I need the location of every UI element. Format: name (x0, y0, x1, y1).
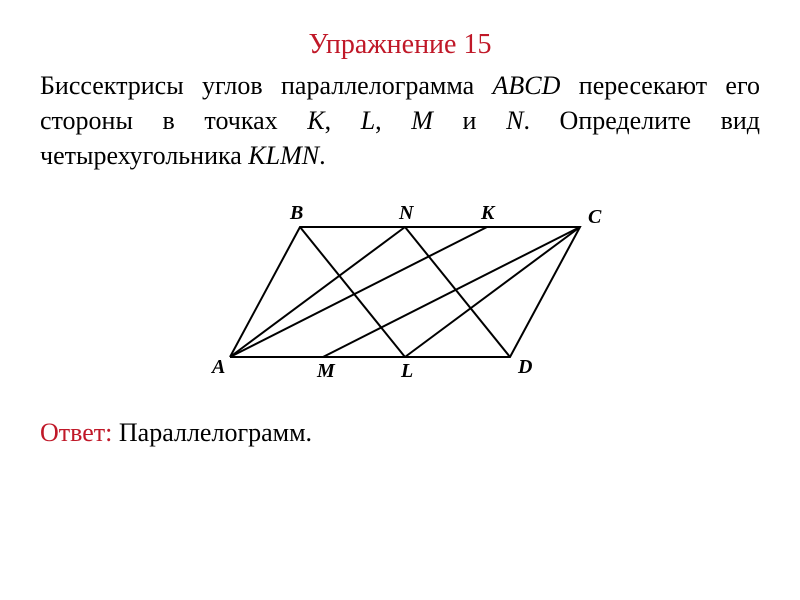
problem-text: Биссектрисы углов параллелограмма ABCD п… (40, 68, 760, 173)
answer-label: Ответ: (40, 418, 119, 447)
svg-text:B: B (289, 202, 303, 224)
p0: Биссектрисы углов параллелограмма (40, 71, 493, 100)
p5: L (361, 106, 375, 135)
p11: KLMN (248, 141, 319, 170)
p8: и (433, 106, 506, 135)
p3: K (307, 106, 324, 135)
p1: ABCD (493, 71, 561, 100)
p4: , (325, 106, 361, 135)
svg-text:C: C (588, 206, 602, 228)
answer-value: Параллелограмм. (119, 418, 312, 447)
p6: , (375, 106, 411, 135)
svg-text:L: L (400, 360, 413, 382)
svg-text:A: A (210, 356, 225, 378)
svg-text:D: D (517, 356, 532, 378)
answer-line: Ответ: Параллелограмм. (40, 415, 760, 450)
p9: N (506, 106, 523, 135)
p12: . (319, 141, 326, 170)
exercise-title: Упражнение 15 (40, 28, 760, 62)
geometry-figure: A B C D N K M L (190, 197, 610, 387)
svg-text:N: N (398, 202, 415, 224)
p7: M (411, 106, 433, 135)
svg-text:K: K (480, 202, 496, 224)
svg-text:M: M (316, 360, 336, 382)
